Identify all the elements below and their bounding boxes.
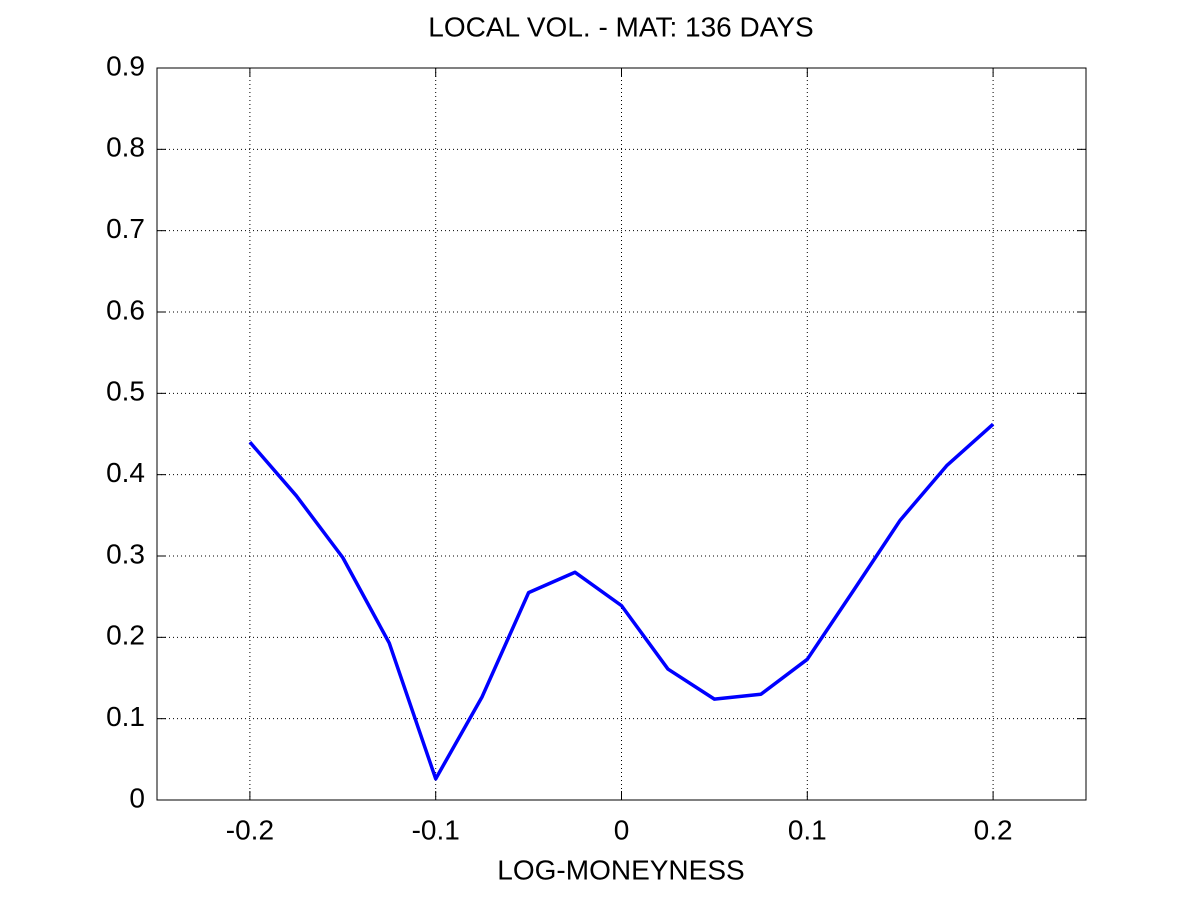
- y-tick-label: 0.7: [106, 213, 145, 244]
- y-tick-label: 0.4: [106, 457, 145, 488]
- x-tick-label: 0.2: [974, 814, 1013, 845]
- y-tick-label: 0: [129, 782, 145, 813]
- y-tick-label: 0.9: [106, 50, 145, 81]
- x-tick-label: -0.2: [226, 814, 274, 845]
- y-tick-label: 0.3: [106, 538, 145, 569]
- x-axis-label: LOG-MONEYNESS: [497, 854, 744, 885]
- x-tick-label: 0.1: [788, 814, 827, 845]
- y-tick-label: 0.2: [106, 620, 145, 651]
- x-tick-label: -0.1: [412, 814, 460, 845]
- y-tick-label: 0.5: [106, 376, 145, 407]
- y-tick-label: 0.1: [106, 701, 145, 732]
- x-tick-label: 0: [614, 814, 630, 845]
- axes-box: [156, 67, 1087, 801]
- y-tick-label: 0.6: [106, 294, 145, 325]
- y-tick-label: 0.8: [106, 132, 145, 163]
- data-line: [248, 422, 995, 781]
- chart-title: LOCAL VOL. - MAT: 136 DAYS: [428, 11, 813, 42]
